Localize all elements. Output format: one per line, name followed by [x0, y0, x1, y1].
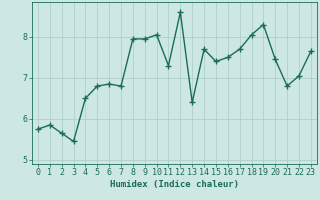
- X-axis label: Humidex (Indice chaleur): Humidex (Indice chaleur): [110, 180, 239, 189]
